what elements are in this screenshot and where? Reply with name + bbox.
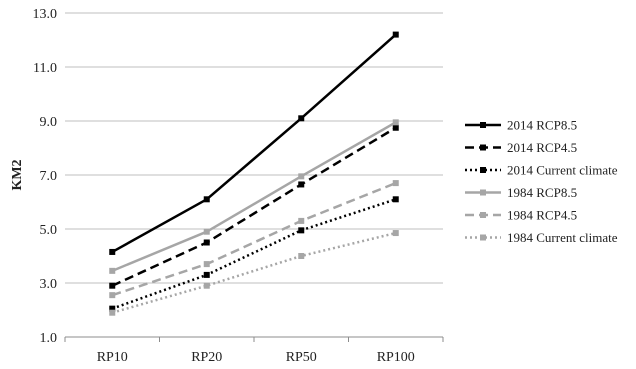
data-point <box>203 282 210 289</box>
series-line <box>111 33 397 254</box>
y-tick-label: 11.0 <box>33 61 57 76</box>
y-tick-label: 7.0 <box>40 169 58 184</box>
legend-label: 2014 RCP4.5 <box>507 140 577 155</box>
series-line <box>111 181 397 297</box>
data-point <box>109 309 116 316</box>
legend-marker <box>480 167 486 173</box>
x-tick-label: RP50 <box>286 350 317 365</box>
data-point <box>109 292 116 299</box>
series-line <box>111 231 397 314</box>
y-tick-label: 1.0 <box>40 331 58 346</box>
data-point <box>203 239 210 246</box>
data-point <box>392 230 399 237</box>
data-point <box>109 282 116 289</box>
data-point <box>298 115 305 122</box>
grid-lines <box>65 12 443 284</box>
y-tick-labels: 1.0 3.0 5.0 7.0 9.0 11.0 13.0 <box>33 7 58 346</box>
legend-label: 1984 RCP8.5 <box>507 185 577 200</box>
data-point <box>203 271 210 278</box>
axes <box>64 336 444 342</box>
data-point <box>298 253 305 259</box>
data-point <box>392 196 399 203</box>
series-line <box>111 126 397 287</box>
data-point <box>109 248 116 255</box>
data-point <box>392 180 399 187</box>
series-lines <box>109 31 399 316</box>
data-point <box>298 173 305 180</box>
y-axis-label: KM2 <box>10 159 25 190</box>
y-tick-label: 13.0 <box>33 7 58 22</box>
legend-label: 1984 RCP4.5 <box>507 208 577 223</box>
data-point <box>298 181 305 188</box>
legend-marker <box>480 144 486 151</box>
series-line <box>111 198 397 310</box>
y-tick-label: 9.0 <box>40 115 58 130</box>
y-tick-label: 5.0 <box>40 223 58 238</box>
x-tick-label: RP100 <box>377 350 415 365</box>
data-point <box>392 31 399 38</box>
series-line <box>111 121 397 273</box>
data-point <box>203 228 210 235</box>
legend: 2014 RCP8.5 2014 RCP4.5 2014 Current clima… <box>465 118 618 245</box>
legend-marker <box>480 122 486 128</box>
x-tick-labels: RP10 RP20 RP50 RP100 <box>97 350 415 365</box>
data-point <box>298 227 305 234</box>
data-point <box>203 196 210 203</box>
data-point <box>203 261 210 268</box>
x-tick-label: RP20 <box>191 350 222 365</box>
x-tick-label: RP10 <box>97 350 128 365</box>
y-tick-label: 3.0 <box>40 277 58 292</box>
legend-marker <box>480 234 486 241</box>
data-point <box>298 217 305 224</box>
data-point <box>109 305 116 312</box>
data-point <box>392 119 399 126</box>
legend-marker <box>480 189 486 196</box>
data-point <box>109 267 116 274</box>
legend-label: 1984 Current climate <box>507 230 618 245</box>
data-point <box>392 124 399 131</box>
legend-marker <box>480 212 486 218</box>
legend-label: 2014 RCP8.5 <box>507 118 577 133</box>
legend-label: 2014 Current climate <box>507 163 618 178</box>
